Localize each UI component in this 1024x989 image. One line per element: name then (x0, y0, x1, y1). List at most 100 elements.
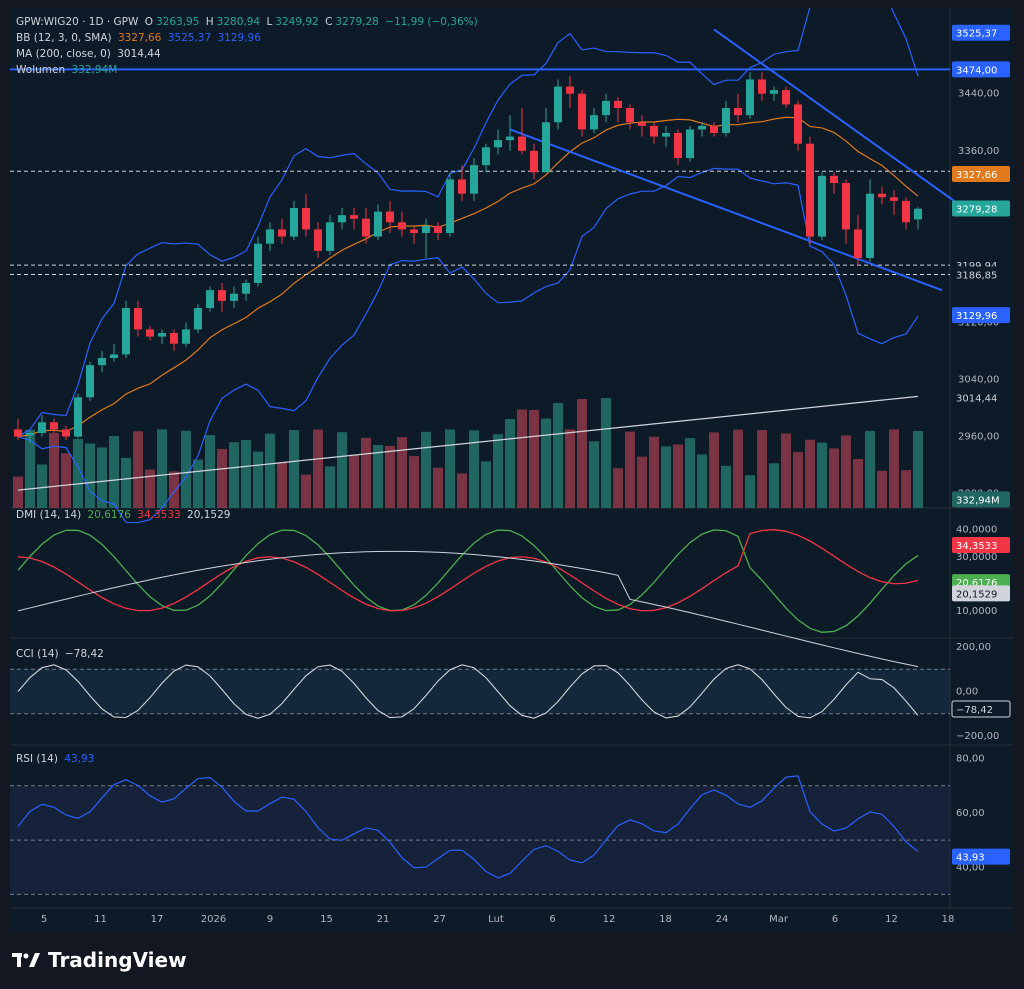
volume-bar (109, 436, 119, 508)
candle-body (470, 165, 478, 194)
chart-canvas[interactable]: 3440,003360,003120,003040,002960,002880,… (10, 8, 1014, 930)
volume-bar (709, 432, 719, 508)
volume-bar (241, 440, 251, 508)
candle-body (914, 208, 922, 220)
candle-body (362, 218, 370, 237)
time-tick-label: 9 (267, 914, 273, 925)
adx-price-label-box (952, 585, 1010, 602)
volume-bar (913, 431, 923, 508)
candle-body (614, 100, 622, 108)
rsi-price-label: 43,93 (956, 853, 985, 864)
candle-body (122, 308, 130, 355)
cci-legend[interactable]: CCI (14) −78,42 (16, 648, 104, 660)
volume-bar (721, 465, 731, 508)
volume-legend[interactable]: Wolumen 332,94M (16, 64, 118, 76)
cci-band (10, 669, 950, 714)
candle-body (590, 115, 598, 130)
bb-lower-price-label-box (952, 307, 1010, 324)
bb-upper-price-label-box (952, 24, 1010, 41)
candle-body (710, 125, 718, 133)
dmi-minus-price-label: 34,3533 (956, 541, 997, 552)
dmi-legend[interactable]: DMI (14, 14) 20,6176 34,3533 20,1529 (16, 509, 231, 521)
cci-price-label-box (951, 700, 1011, 718)
candle-body (374, 211, 382, 237)
time-tick-label: 2026 (201, 914, 226, 925)
candle-body (674, 133, 682, 158)
symbol-name[interactable]: GPW:WIG20 · 1D · GPW (16, 16, 139, 28)
time-tick-label: 15 (320, 914, 333, 925)
volume-bar (541, 418, 551, 508)
dmi-tick-label: 10,0000 (956, 606, 997, 617)
change-value: −11,99 (−0,36%) (385, 16, 478, 28)
candle-body (206, 290, 214, 308)
bb-legend[interactable]: BB (12, 3, 0, SMA) 3327,66 3525,37 3129,… (16, 32, 261, 44)
volume-bar (901, 470, 911, 508)
candle-body (86, 365, 94, 398)
volume-bar (601, 398, 611, 508)
open-value: 3263,95 (156, 16, 200, 28)
volume-bar (337, 432, 347, 508)
last-price-label: 3279,28 (956, 205, 997, 216)
price-tick-label: 2960,00 (958, 432, 999, 443)
candle-body (650, 125, 658, 137)
volume-bar (481, 461, 491, 508)
candle-body (446, 179, 454, 233)
cci-tick-label: 200,00 (956, 642, 991, 653)
rsi-tick-label: 40,00 (956, 862, 985, 873)
rsi-legend[interactable]: RSI (14) 43,93 (16, 753, 95, 765)
candle-body (98, 358, 106, 366)
candle-body (686, 129, 694, 158)
volume-bar (769, 463, 779, 508)
time-tick-label: 21 (377, 914, 390, 925)
volume-price-label-box (952, 491, 1010, 508)
brand[interactable]: TradingView (12, 948, 187, 972)
trend-upper-line (713, 28, 955, 202)
volume-bar (73, 438, 83, 508)
candle-body (26, 433, 34, 436)
volume-bar (469, 430, 479, 508)
volume-bar (577, 398, 587, 508)
bb-upper-price-label: 3525,37 (956, 29, 997, 40)
volume-bar (781, 433, 791, 508)
volume-bar (253, 451, 263, 508)
candle-body (890, 197, 898, 201)
adx-price-label: 20,1529 (956, 589, 997, 600)
candle-body (146, 329, 154, 337)
time-tick-label: 12 (885, 914, 898, 925)
ma-legend[interactable]: MA (200, close, 0) 3014,44 (16, 48, 161, 60)
candle-body (626, 108, 634, 123)
volume-bar (697, 454, 707, 508)
volume-bar (325, 466, 335, 508)
candle-body (350, 215, 358, 219)
candle-body (194, 308, 202, 330)
bb-lower-line (17, 167, 919, 524)
bb-lower-price-label: 3129,96 (956, 311, 997, 322)
time-tick-label: 27 (433, 914, 446, 925)
candle-body (602, 100, 610, 116)
rsi-line (17, 775, 919, 879)
volume-bar (433, 467, 443, 508)
volume-bar (277, 462, 287, 508)
level-price-label: 3186,85 (956, 271, 997, 282)
volume-bar (217, 448, 227, 508)
candle-body (386, 211, 394, 223)
volume-bar (685, 438, 695, 508)
volume-bar (397, 437, 407, 508)
volume-bar (145, 469, 155, 508)
last-price-label-box (952, 200, 1010, 217)
volume-bar (85, 443, 95, 508)
volume-bar (517, 409, 527, 508)
candle-body (806, 143, 814, 237)
candle-body (230, 293, 238, 301)
candle-body (158, 333, 166, 337)
volume-bar (805, 439, 815, 508)
bb-middle-price-label: 3327,66 (956, 170, 997, 181)
volume-bar (493, 434, 503, 508)
volume-bar (121, 457, 131, 508)
time-tick-label: 17 (151, 914, 164, 925)
candle-body (530, 150, 538, 173)
candle-body (266, 229, 274, 244)
volume-bar (301, 474, 311, 508)
volume-bar (625, 431, 635, 508)
time-tick-label: 24 (716, 914, 729, 925)
